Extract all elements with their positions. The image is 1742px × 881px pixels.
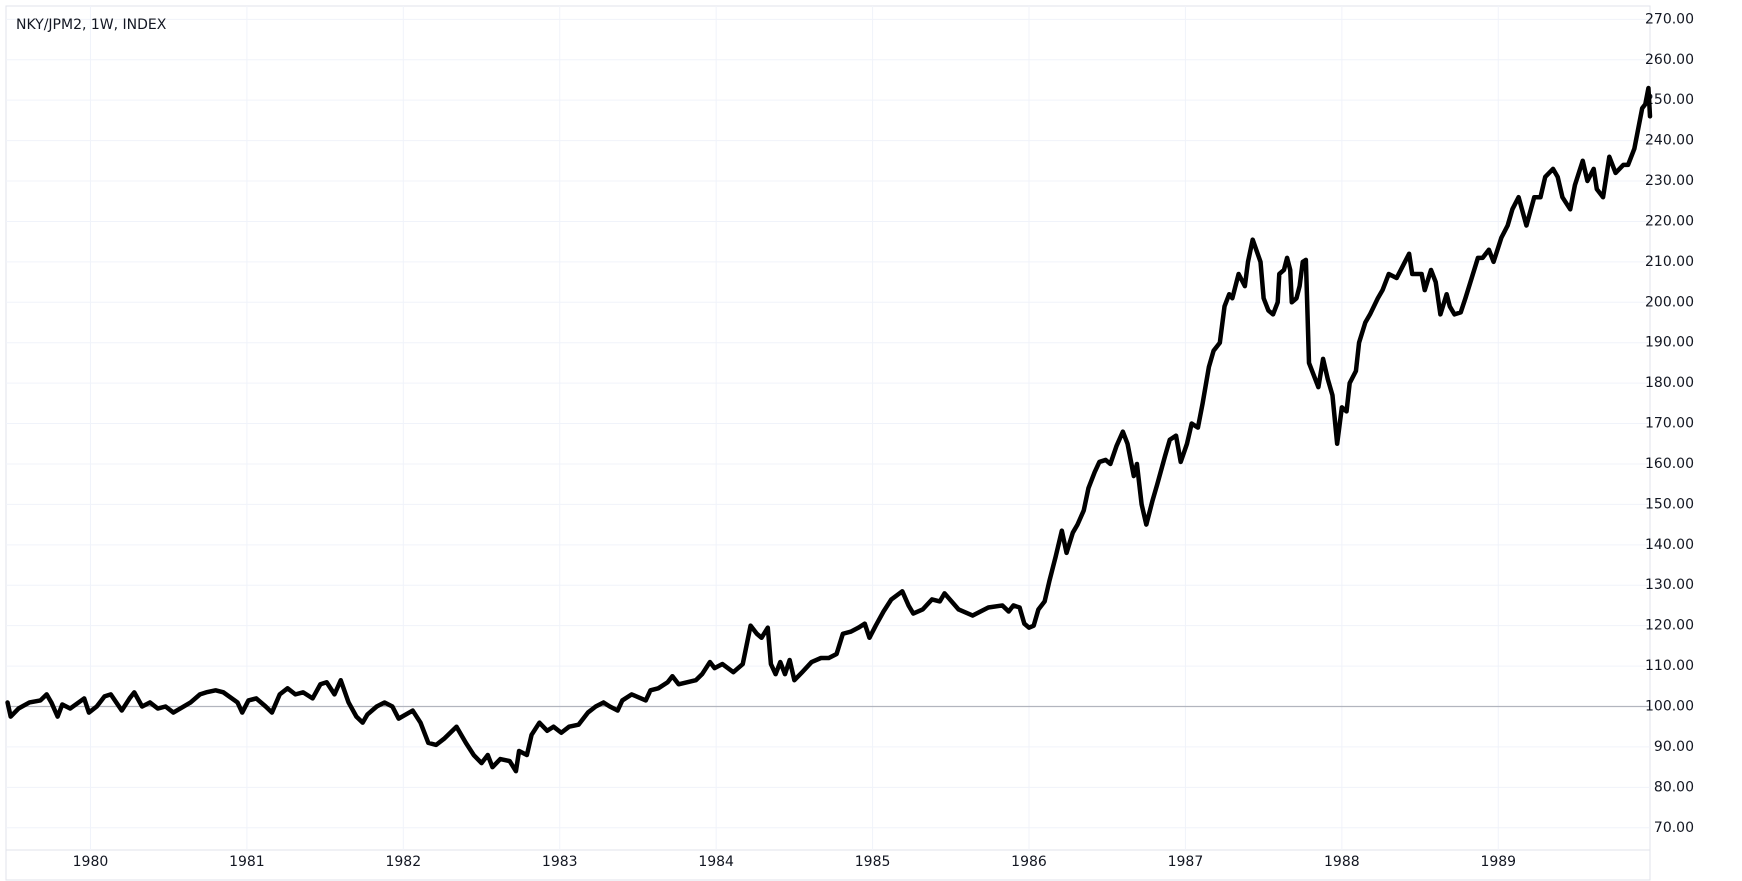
y-tick-label: 100.00 [1645,699,1694,715]
x-tick-label: 1989 [1480,854,1516,870]
y-tick-label: 210.00 [1645,254,1694,270]
chart-frame [5,5,1651,881]
y-tick-label: 90.00 [1654,739,1694,755]
x-tick-label: 1985 [855,854,891,870]
y-tick-label: 130.00 [1645,577,1694,593]
y-tick-label: 270.00 [1645,11,1694,27]
x-tick-label: 1982 [385,854,421,870]
y-tick-label: 200.00 [1645,294,1694,310]
x-tick-label: 1981 [229,854,265,870]
y-tick-label: 110.00 [1645,658,1694,674]
y-tick-label: 230.00 [1645,173,1694,189]
y-tick-label: 220.00 [1645,213,1694,229]
y-tick-label: 260.00 [1645,52,1694,68]
x-tick-label: 1988 [1324,854,1360,870]
y-tick-label: 150.00 [1645,496,1694,512]
y-tick-label: 140.00 [1645,537,1694,553]
y-tick-label: 120.00 [1645,618,1694,634]
x-tick-label: 1983 [542,854,578,870]
y-tick-label: 240.00 [1645,133,1694,149]
y-tick-label: 190.00 [1645,335,1694,351]
y-tick-label: 170.00 [1645,416,1694,432]
x-tick-label: 1987 [1168,854,1204,870]
y-tick-label: 160.00 [1645,456,1694,472]
y-tick-label: 80.00 [1654,779,1694,795]
x-tick-label: 1984 [698,854,734,870]
y-tick-label: 70.00 [1654,820,1694,836]
x-tick-label: 1980 [73,854,109,870]
y-tick-label: 250.00 [1645,92,1694,108]
price-line [5,85,1653,774]
y-tick-label: 180.00 [1645,375,1694,391]
chart-title: NKY/JPM2, 1W, INDEX [16,17,167,33]
x-tick-label: 1986 [1011,854,1047,870]
